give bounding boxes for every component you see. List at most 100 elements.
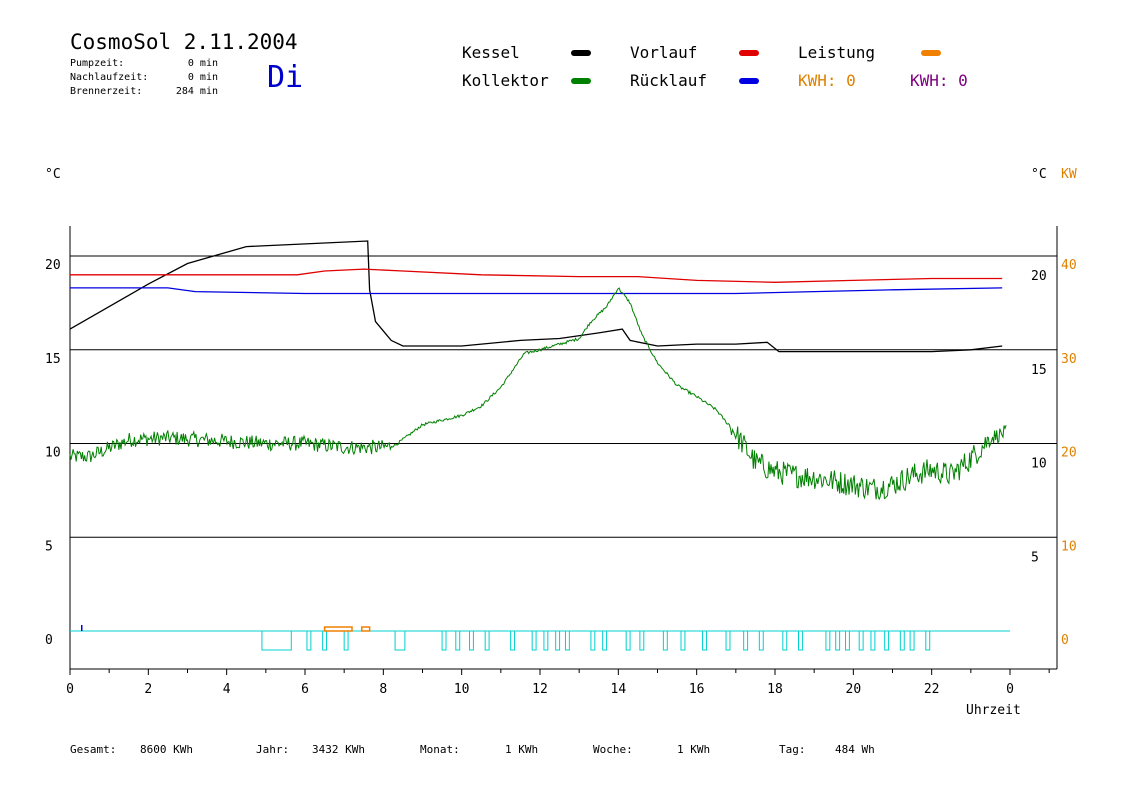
nachlaufzeit-label: Nachlaufzeit:: [70, 72, 149, 83]
legend-kollektor-label: Kollektor: [462, 71, 549, 90]
pumpzeit-value: 0 min: [187, 58, 218, 69]
legend-ruecklauf-swatch: [739, 78, 759, 84]
y-left-tick-label: 20: [45, 258, 61, 273]
legend-leistung-label: Leistung: [798, 43, 876, 62]
pump-pulse: [909, 630, 915, 651]
x-tick-label: 14: [611, 682, 627, 697]
series-line-rcklauf: [70, 287, 1003, 295]
x-tick-label: 12: [532, 682, 548, 697]
pump-pulse: [261, 630, 292, 651]
legend-leistung-swatch: [921, 50, 941, 56]
x-tick-label: 8: [379, 682, 387, 697]
pump-pulse: [484, 630, 490, 651]
legend-kollektor-swatch: [571, 78, 591, 84]
pump-pulse: [870, 630, 876, 651]
pump-pulse: [899, 630, 905, 651]
x-tick-label: 20: [846, 682, 862, 697]
legend-kessel-swatch: [571, 50, 591, 56]
jahr-label: Jahr:: [256, 743, 290, 756]
pump-pulse: [639, 630, 645, 651]
kwh-orange-label: KWH: 0: [798, 71, 856, 90]
brennerzeit-value: 284 min: [175, 86, 218, 97]
pump-pulse: [602, 630, 608, 651]
y-left-tick-label: 10: [45, 446, 61, 461]
nachlaufzeit-value: 0 min: [187, 72, 218, 83]
y-left-tick-label: 5: [45, 539, 53, 554]
pump-pulse: [625, 630, 631, 651]
x-tick-label: 6: [301, 682, 309, 697]
pump-pulse: [925, 630, 931, 651]
brennerzeit-row: Brennerzeit: 284 min: [70, 86, 218, 97]
leistung-bump: [323, 626, 353, 632]
pump-pulse: [343, 630, 349, 651]
tag-label: Tag:: [779, 743, 806, 756]
y-right-tick-label: 5: [1031, 550, 1039, 565]
legend-kessel-label: Kessel: [462, 43, 520, 62]
pump-pulse: [758, 630, 764, 651]
kw-tick-label: 10: [1061, 539, 1077, 554]
gesamt-label: Gesamt:: [70, 743, 117, 756]
y-left-tick-label: 15: [45, 352, 61, 367]
chart-title: CosmoSol 2.11.2004: [70, 30, 298, 54]
weekday-label: Di: [267, 60, 304, 95]
pump-pulse: [825, 630, 831, 651]
pumpzeit-label: Pumpzeit:: [70, 58, 125, 69]
kw-axis-label: KW: [1061, 167, 1077, 182]
leistung-bump: [361, 626, 371, 632]
kw-tick-label: 0: [1061, 633, 1069, 648]
y-right-tick-label: 20: [1031, 269, 1047, 284]
series-line-vorlauf: [70, 268, 1003, 283]
pump-pulse: [702, 630, 707, 651]
pump-pulse: [322, 630, 328, 651]
y-right-tick-label: 15: [1031, 363, 1047, 378]
pump-pulse: [306, 630, 312, 651]
x-tick-label: 4: [223, 682, 231, 697]
legend-vorlauf-label: Vorlauf: [630, 43, 698, 62]
y-left-tick-label: 0: [45, 633, 53, 648]
x-tick-label: 10: [454, 682, 470, 697]
x-tick-label: 16: [689, 682, 705, 697]
pump-pulse: [510, 630, 516, 651]
brennerzeit-label: Brennerzeit:: [70, 86, 143, 97]
pump-pulse: [555, 630, 561, 651]
kw-tick-label: 40: [1061, 258, 1077, 273]
pump-pulse: [469, 630, 474, 651]
tag-value: 484 Wh: [835, 743, 875, 756]
kwh-purple-label: KWH: 0: [910, 71, 968, 90]
jahr-value: 3432 KWh: [312, 743, 365, 756]
monat-label: Monat:: [420, 743, 460, 756]
pump-pulse: [531, 630, 537, 651]
pump-pulse: [743, 630, 749, 651]
pump-pulse: [798, 630, 803, 651]
x-tick-label: 22: [924, 682, 940, 697]
pump-pulse: [441, 630, 447, 651]
pumpzeit-row: Pumpzeit: 0 min: [70, 58, 218, 69]
pump-pulse: [884, 630, 890, 651]
pump-pulse: [543, 630, 549, 651]
x-tick-label: 0: [66, 682, 74, 697]
pump-pulse: [835, 630, 841, 651]
legend-vorlauf-swatch: [739, 50, 759, 56]
series-line-kessel: [69, 240, 1003, 353]
y-left-axis-label: °C: [45, 167, 61, 182]
y-right-axis-label: °C: [1031, 167, 1047, 182]
x-tick-label: 18: [767, 682, 783, 697]
legend-ruecklauf-label: Rücklauf: [630, 71, 708, 90]
pump-pulse: [725, 630, 731, 651]
x-tick-label: 2: [144, 682, 152, 697]
monat-value: 1 KWh: [505, 743, 539, 756]
pump-pulse: [394, 630, 406, 651]
woche-label: Woche:: [593, 743, 633, 756]
gesamt-value: 8600 KWh: [140, 743, 193, 756]
pump-pulse: [858, 630, 864, 651]
y-right-tick-label: 10: [1031, 457, 1047, 472]
pump-pulse: [455, 630, 461, 651]
pump-pulse: [782, 630, 788, 651]
series-line-kollektor: [69, 287, 1007, 501]
woche-value: 1 KWh: [677, 743, 711, 756]
pump-pulse: [680, 630, 686, 651]
x-tick-label: 0: [1006, 682, 1014, 697]
kw-tick-label: 20: [1061, 446, 1077, 461]
pump-pulse: [845, 630, 850, 651]
